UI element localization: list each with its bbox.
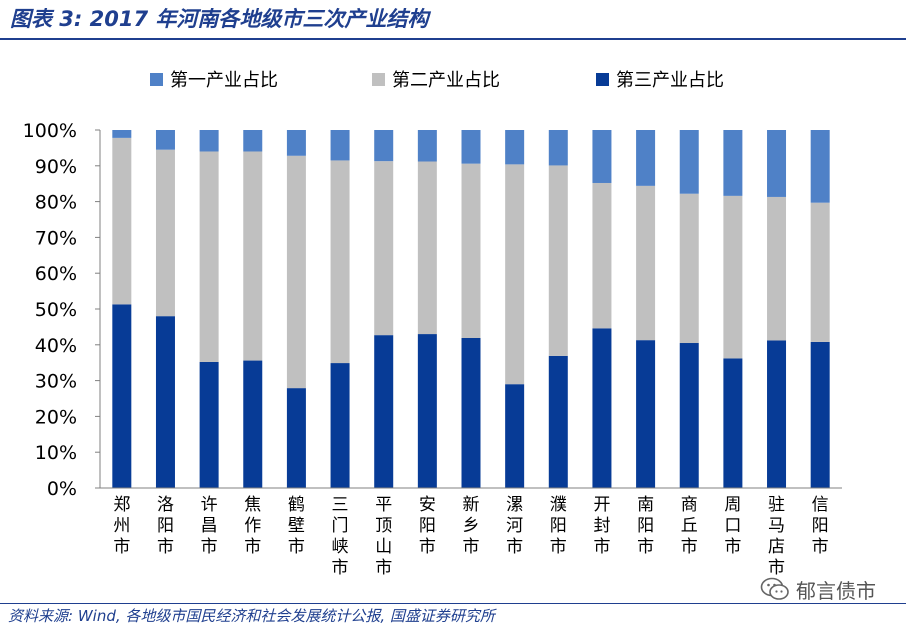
x-tick-label: 许昌市 [201, 495, 218, 557]
bar-segment [810, 130, 830, 203]
bar-segment [461, 338, 481, 488]
bar-segment [155, 130, 175, 150]
bar-segment [636, 130, 656, 186]
y-tick-label: 50% [35, 299, 77, 321]
x-tick-label: 信阳市 [812, 495, 829, 557]
legend-swatch-2 [372, 73, 385, 86]
bar-segment [374, 335, 394, 488]
bar-segment [505, 130, 525, 165]
bar-segment [374, 161, 394, 336]
legend-swatch-3 [596, 73, 609, 86]
x-tick-label: 商丘市 [681, 495, 698, 557]
y-tick-label: 30% [35, 371, 77, 393]
x-tick-label: 南阳市 [637, 495, 654, 557]
x-tick-label: 平顶山市 [375, 495, 392, 578]
bar-segment [461, 163, 481, 338]
legend-label-1: 第一产业占比 [170, 70, 278, 91]
bar-segment [330, 130, 350, 161]
bar-segment [417, 334, 437, 488]
bar-segment [723, 130, 743, 196]
watermark-text: 郁言债市 [796, 578, 876, 603]
bar-segment [767, 130, 787, 197]
y-tick-label: 80% [35, 192, 77, 214]
bars [112, 130, 830, 488]
bar-segment [417, 161, 437, 335]
bar-segment [767, 340, 787, 488]
watermark: 郁言债市 [760, 574, 876, 604]
y-tick-label: 10% [35, 442, 77, 464]
y-tick-label: 60% [35, 263, 77, 285]
x-tick-label: 郑州市 [113, 495, 130, 557]
bar-segment [199, 130, 219, 152]
x-tick-label: 安阳市 [419, 495, 436, 557]
bar-segment [723, 195, 743, 359]
bar-segment [286, 130, 306, 156]
bar-segment [679, 343, 699, 488]
bar-segment [330, 160, 350, 364]
bar-segment [286, 388, 306, 488]
bar-segment [505, 164, 525, 385]
title-rule [0, 38, 906, 40]
x-tick-label: 三门峡市 [332, 495, 349, 578]
bar-segment [112, 137, 132, 305]
x-tick-label: 濮阳市 [550, 495, 567, 557]
source-note: 资料来源: Wind, 各地级市国民经济和社会发展统计公报, 国盛证券研究所 [8, 607, 495, 625]
bar-segment [155, 149, 175, 317]
bar-segment [592, 182, 612, 329]
x-tick-label: 周口市 [724, 495, 741, 557]
x-tick-label: 开封市 [593, 495, 610, 557]
bar-segment [636, 340, 656, 488]
bar-segment [461, 130, 481, 164]
y-tick-label: 70% [35, 227, 77, 249]
bar-segment [330, 363, 350, 488]
bar-segment [112, 304, 132, 488]
bar-segment [548, 355, 568, 488]
x-tick-label: 驻马店市 [768, 495, 785, 578]
bar-segment [286, 155, 306, 389]
bar-segment [155, 316, 175, 488]
legend: 第一产业占比 第二产业占比 第三产业占比 [150, 70, 724, 91]
wechat-icon [760, 577, 789, 600]
bar-segment [723, 358, 743, 488]
x-axis: 郑州市 洛阳市 许昌市 焦作市 鹤壁市 三门峡市 平顶山市 安阳市 新乡市 漯河市 濮阳市 开封市 南阳… [100, 487, 842, 578]
bar-segment [548, 165, 568, 356]
y-tick-label: 100% [23, 120, 77, 142]
x-tick-label: 洛阳市 [157, 495, 174, 557]
bar-segment [243, 360, 263, 488]
legend-label-3: 第三产业占比 [616, 70, 724, 91]
legend-swatch-1 [150, 73, 163, 86]
footer-rule [0, 603, 906, 604]
bar-segment [199, 151, 219, 362]
bar-segment [417, 130, 437, 162]
y-tick-label: 90% [35, 156, 77, 178]
bar-segment [767, 196, 787, 341]
y-axis: 0% 10% 20% 30% 40% 50% 60% 70% 80% 90% 100% [23, 120, 101, 500]
x-tick-label: 鹤壁市 [288, 495, 305, 557]
stacked-bar-chart: 第一产业占比 第二产业占比 第三产业占比 0% 10% 20% 30% 40% 50% 60% 7… [23, 70, 842, 578]
x-tick-label: 漯河市 [506, 495, 523, 557]
figure-title: 图表 3: 2017 年河南各地级市三次产业结构 [10, 7, 429, 31]
bar-segment [374, 130, 394, 162]
bar-segment [112, 130, 132, 138]
bar-segment [243, 151, 263, 361]
legend-label-2: 第二产业占比 [392, 70, 500, 91]
bar-segment [810, 341, 830, 488]
x-tick-label: 新乡市 [463, 495, 480, 557]
bar-segment [679, 130, 699, 194]
bar-segment [679, 193, 699, 344]
bar-segment [243, 130, 263, 152]
bar-segment [505, 384, 525, 488]
y-tick-label: 20% [35, 406, 77, 428]
bar-segment [548, 130, 568, 166]
bar-segment [810, 202, 830, 342]
y-tick-label: 40% [35, 335, 77, 357]
bar-segment [636, 185, 656, 341]
bar-segment [592, 130, 612, 183]
y-tick-label: 0% [47, 478, 77, 500]
bar-segment [592, 328, 612, 488]
x-tick-label: 焦作市 [244, 495, 261, 557]
bar-segment [199, 361, 219, 488]
